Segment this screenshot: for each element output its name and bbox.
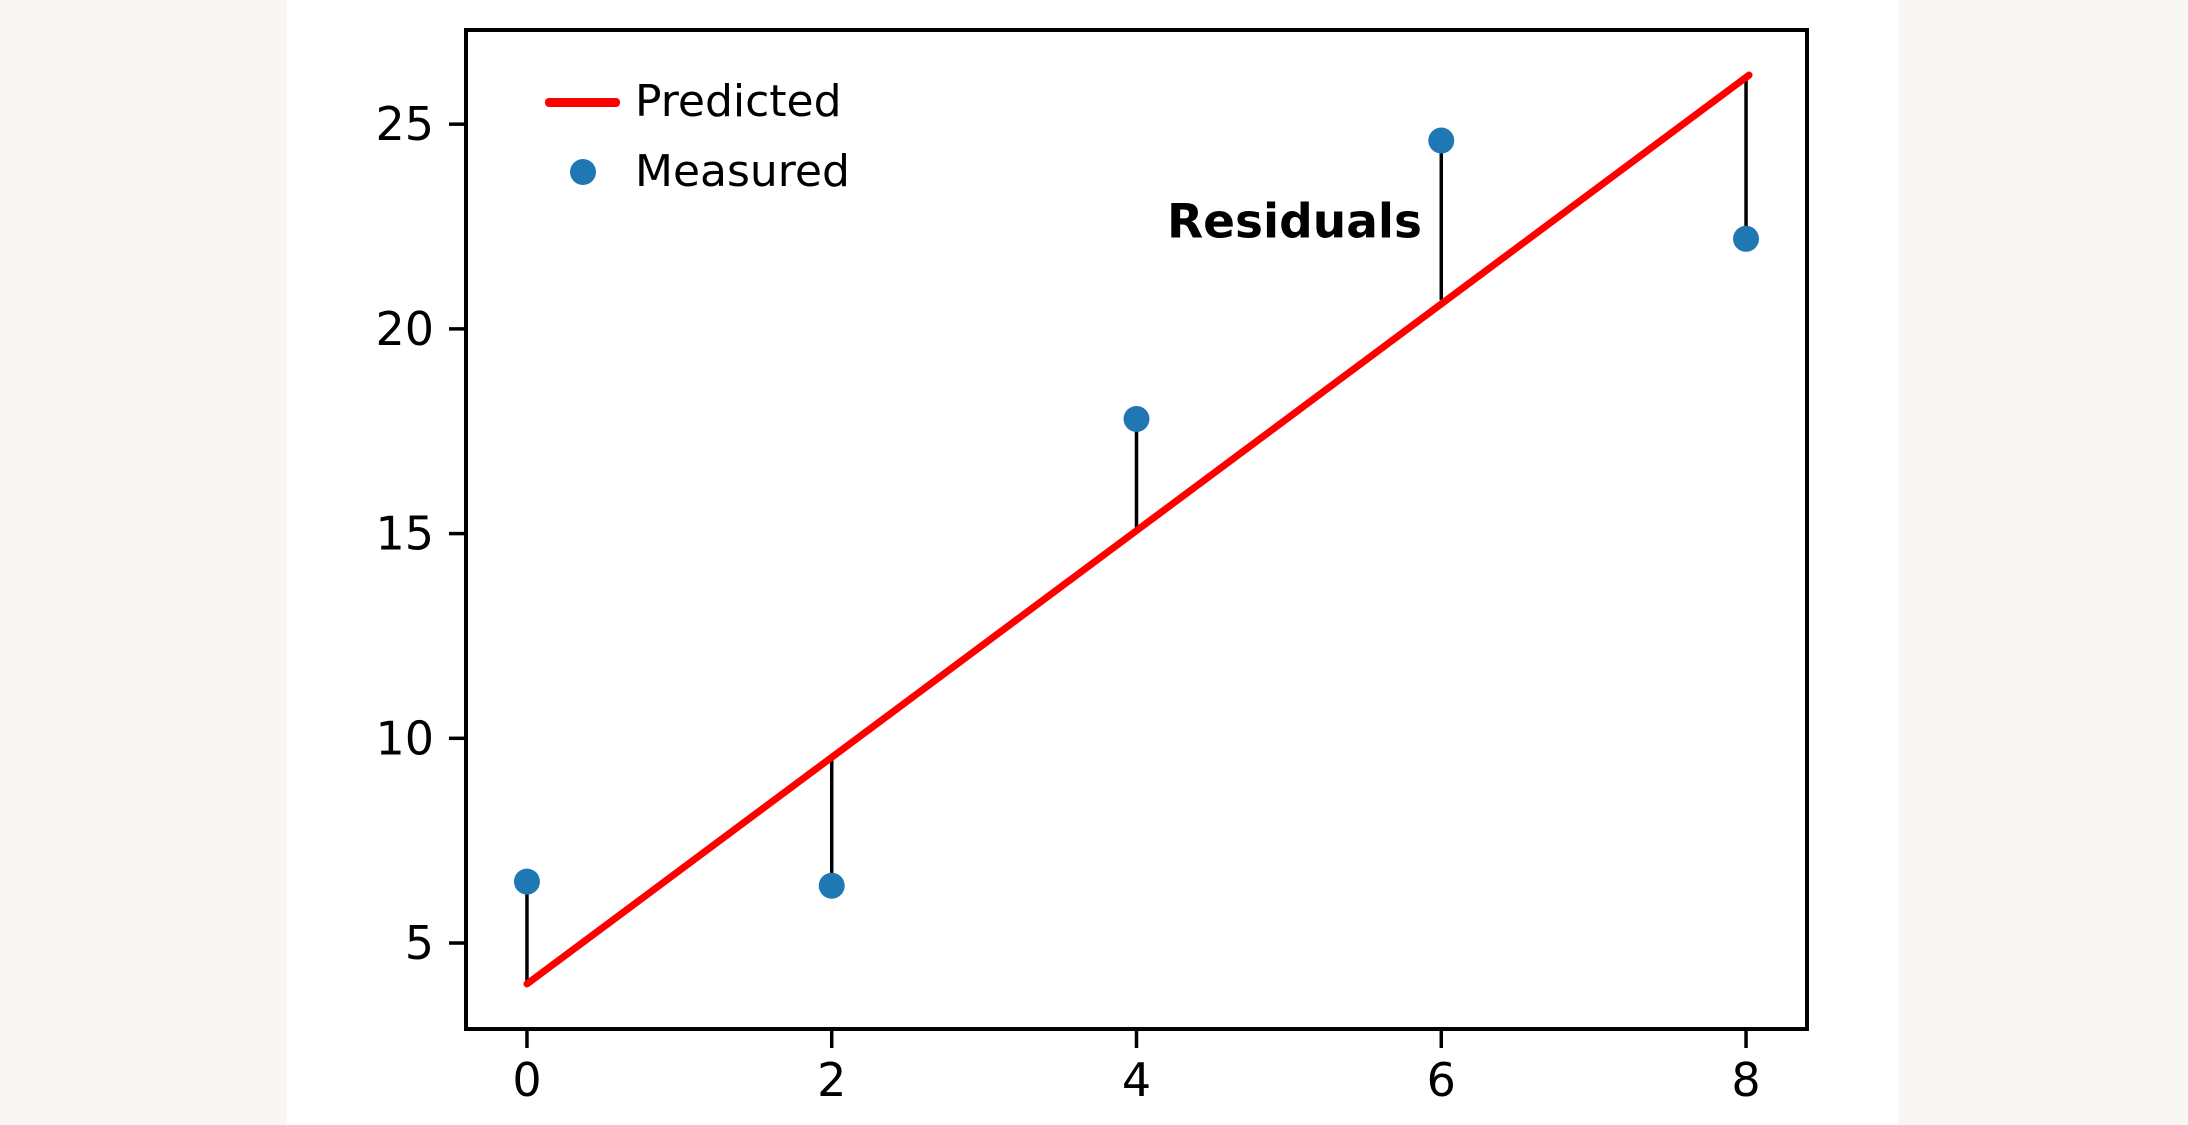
residuals-annotation: Residuals	[1166, 194, 1422, 250]
measured-point	[1733, 225, 1760, 252]
measured-point	[1123, 405, 1150, 432]
legend-item-predicted: Predicted	[545, 67, 850, 137]
predicted-line	[523, 71, 1753, 988]
x-tick-label: 8	[1731, 1053, 1760, 1107]
legend-label-predicted: Predicted	[635, 76, 842, 127]
measured-point	[818, 872, 845, 899]
x-tick-label: 0	[512, 1053, 541, 1107]
legend-swatch-slot	[545, 159, 620, 185]
measured-point	[1428, 127, 1455, 154]
x-tick-label: 4	[1122, 1053, 1151, 1107]
predicted-line-swatch	[545, 97, 620, 107]
y-tick-label: 10	[375, 711, 434, 765]
legend: Predicted Measured	[545, 67, 850, 207]
x-tick-label: 2	[817, 1053, 846, 1107]
y-tick-label: 15	[375, 507, 434, 561]
legend-swatch-slot	[545, 97, 620, 107]
plot-frame	[464, 28, 1809, 1031]
y-tick-label: 20	[375, 302, 434, 356]
legend-item-measured: Measured	[545, 137, 850, 207]
legend-label-measured: Measured	[635, 146, 850, 197]
measured-point	[513, 868, 540, 895]
x-tick-label: 6	[1427, 1053, 1456, 1107]
measured-dot-swatch	[569, 159, 596, 185]
y-tick-label: 5	[405, 916, 434, 970]
y-tick-label: 25	[375, 97, 434, 151]
